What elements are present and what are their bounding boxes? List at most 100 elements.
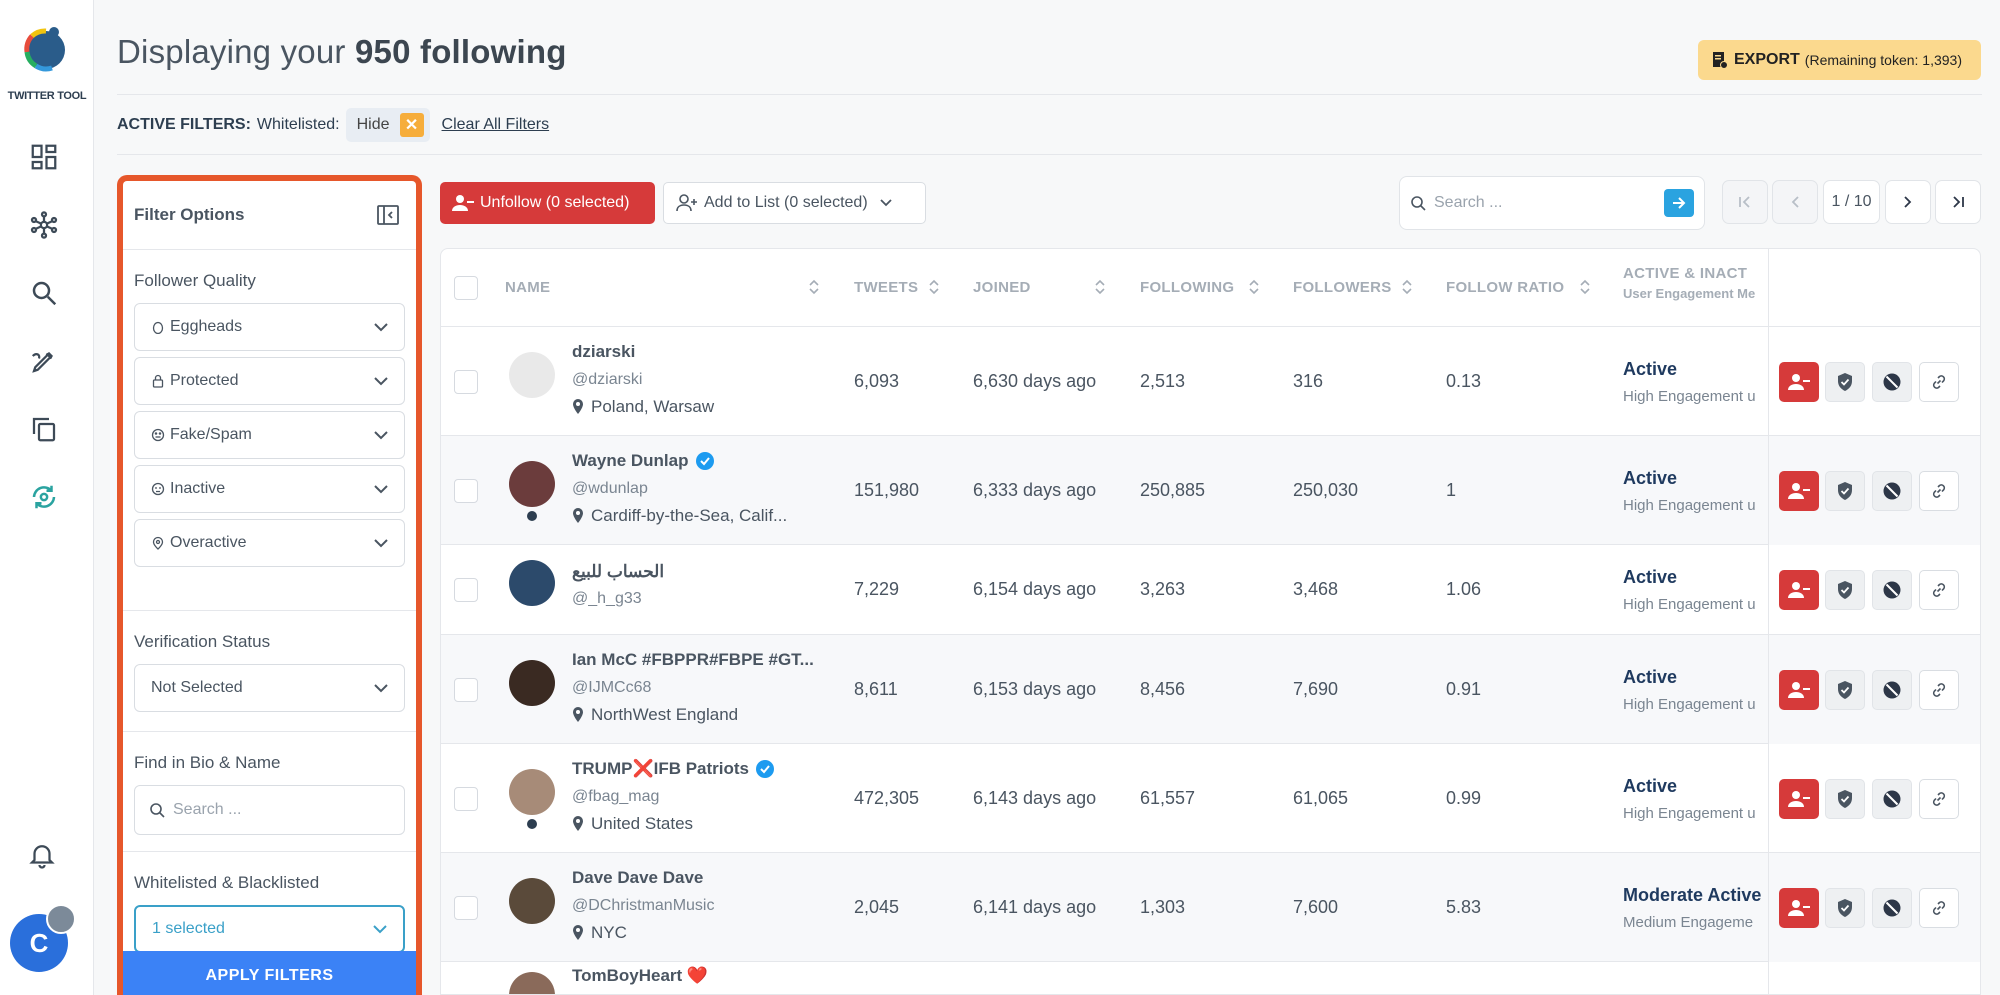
sort-icon[interactable] <box>1579 277 1591 297</box>
profile-link-button[interactable] <box>1919 361 1959 402</box>
column-followers[interactable]: FOLLOWERS <box>1293 279 1392 296</box>
previous-page-button[interactable] <box>1772 180 1818 224</box>
blacklist-button[interactable] <box>1872 778 1912 819</box>
avatar[interactable] <box>509 351 555 398</box>
whitelist-button[interactable] <box>1825 778 1865 819</box>
app-logo[interactable] <box>18 22 70 74</box>
whitelist-button[interactable] <box>1825 669 1865 710</box>
blacklist-button[interactable] <box>1872 669 1912 710</box>
table-row[interactable]: الحساب للبيع @_h_g33 7,229 6,154 days ago 3,… <box>441 545 1980 635</box>
blacklist-button[interactable] <box>1872 570 1912 610</box>
profile-link-button[interactable] <box>1919 669 1959 710</box>
row-checkbox[interactable] <box>454 677 478 702</box>
eggheads-dropdown[interactable]: Eggheads <box>134 303 405 351</box>
profile-link-button[interactable] <box>1919 470 1959 511</box>
chevron-down-icon <box>374 430 388 439</box>
table-row[interactable]: dziarski @dziarski Poland, Warsaw 6,093 6,63… <box>441 327 1980 436</box>
dashboard-icon[interactable] <box>27 140 61 174</box>
avatar[interactable] <box>509 560 555 606</box>
whitelist-button[interactable] <box>1825 570 1865 610</box>
following-cell: 61,557 <box>1140 787 1196 808</box>
column-tweets[interactable]: TWEETS <box>854 279 919 296</box>
column-follow-ratio[interactable]: FOLLOW RATIO <box>1446 279 1565 296</box>
protected-dropdown[interactable]: Protected <box>134 357 405 405</box>
column-joined[interactable]: JOINED <box>973 279 1031 296</box>
apply-filters-button[interactable]: APPLY FILTERS <box>123 951 416 995</box>
row-actions <box>1768 853 1980 962</box>
blacklist-button[interactable] <box>1872 887 1912 928</box>
add-to-list-button[interactable]: Add to List (0 selected) <box>663 182 926 224</box>
sort-icon[interactable] <box>1248 277 1260 297</box>
profile-link-button[interactable] <box>1919 570 1959 610</box>
whitelist-dropdown[interactable]: 1 selected <box>134 905 405 953</box>
whitelist-button[interactable] <box>1825 361 1865 402</box>
user-name[interactable]: TRUMP❌IFB Patriots <box>572 759 775 780</box>
unfollow-user-button[interactable] <box>1779 887 1819 928</box>
column-name[interactable]: NAME <box>505 279 551 296</box>
unfollow-user-button[interactable] <box>1779 778 1819 819</box>
clear-all-filters-link[interactable]: Clear All Filters <box>441 116 550 133</box>
column-following[interactable]: FOLLOWING <box>1140 279 1235 296</box>
row-checkbox[interactable] <box>454 369 478 394</box>
unfollow-user-button[interactable] <box>1779 669 1819 710</box>
overactive-dropdown[interactable]: Overactive <box>134 519 405 567</box>
inactive-dropdown[interactable]: Inactive <box>134 465 405 513</box>
following-cell: 2,513 <box>1140 370 1186 391</box>
unfollow-user-button[interactable] <box>1779 361 1819 402</box>
unfollow-user-button[interactable] <box>1779 570 1819 610</box>
edit-icon[interactable] <box>27 344 61 378</box>
first-page-button[interactable] <box>1722 180 1768 224</box>
avatar[interactable] <box>509 460 555 507</box>
bell-icon[interactable] <box>25 838 59 872</box>
avatar[interactable] <box>509 768 555 815</box>
avatar[interactable] <box>509 659 555 706</box>
column-activity[interactable]: ACTIVE & INACT User Engagement Me <box>1623 265 1756 301</box>
user-name[interactable]: dziarski <box>572 341 636 361</box>
row-checkbox[interactable] <box>454 786 478 811</box>
blacklist-button[interactable] <box>1872 361 1912 402</box>
profile-link-button[interactable] <box>1919 887 1959 928</box>
whitelist-button[interactable] <box>1825 470 1865 511</box>
avatar[interactable] <box>509 972 555 994</box>
table-row[interactable]: TRUMP❌IFB Patriots @fbag_mag United States… <box>441 744 1980 853</box>
user-name[interactable]: TomBoyHeart ❤️ <box>572 966 709 985</box>
copy-icon[interactable] <box>27 412 61 446</box>
select-all-checkbox[interactable] <box>454 276 478 300</box>
remove-filter-button[interactable]: ✕ <box>399 113 424 137</box>
user-name[interactable]: Dave Dave Dave <box>572 867 704 887</box>
network-icon[interactable] <box>27 208 61 242</box>
table-row[interactable]: TomBoyHeart ❤️ <box>441 962 1980 994</box>
verification-dropdown[interactable]: Not Selected <box>134 664 405 712</box>
export-button[interactable]: EXPORT (Remaining token: 1,393) <box>1698 40 1981 80</box>
whitelist-button[interactable] <box>1825 887 1865 928</box>
next-page-button[interactable] <box>1885 180 1931 224</box>
profile-link-button[interactable] <box>1919 778 1959 819</box>
user-name[interactable]: الحساب للبيع <box>572 562 665 581</box>
table-row[interactable]: Wayne Dunlap @wdunlap Cardiff-by-the-Sea, … <box>441 436 1980 545</box>
sort-icon[interactable] <box>1094 277 1106 297</box>
avatar[interactable] <box>509 877 555 924</box>
unfollow-user-button[interactable] <box>1779 470 1819 511</box>
last-page-button[interactable] <box>1935 180 1981 224</box>
sort-icon[interactable] <box>928 277 940 297</box>
table-row[interactable]: Ian McC #FBPPR#FBPE #GT... @IJMCc68 NorthW… <box>441 635 1980 744</box>
chevron-down-icon <box>374 484 388 493</box>
collapse-panel-icon[interactable] <box>376 203 400 227</box>
search-submit-button[interactable] <box>1664 189 1694 217</box>
row-checkbox[interactable] <box>454 895 478 920</box>
user-name[interactable]: Ian McC #FBPPR#FBPE #GT... <box>572 649 814 669</box>
row-checkbox[interactable] <box>454 578 478 602</box>
row-checkbox[interactable] <box>454 478 478 503</box>
blacklist-button[interactable] <box>1872 470 1912 511</box>
fake-spam-dropdown[interactable]: Fake/Spam <box>134 411 405 459</box>
sort-icon[interactable] <box>808 277 820 297</box>
user-name[interactable]: Wayne Dunlap <box>572 451 715 472</box>
unfollow-button[interactable]: Unfollow (0 selected) <box>440 182 655 224</box>
table-search-input[interactable]: Search ... <box>1399 176 1705 230</box>
search-icon[interactable] <box>27 276 61 310</box>
sync-icon[interactable] <box>27 480 61 514</box>
account-avatar[interactable] <box>46 904 76 934</box>
table-row[interactable]: Dave Dave Dave @DChristmanMusic NYC 2,045 6,… <box>441 853 1980 962</box>
sort-icon[interactable] <box>1401 277 1413 297</box>
bio-search-input[interactable]: Search ... <box>134 785 405 835</box>
